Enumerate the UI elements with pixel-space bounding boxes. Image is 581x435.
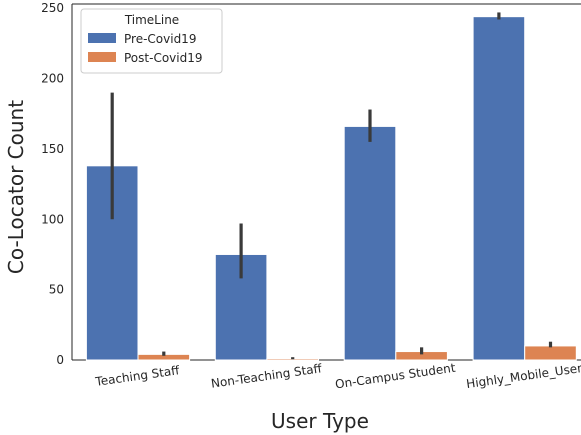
legend-items: Pre-Covid19 Post-Covid19 [88, 32, 202, 65]
x-axis: Teaching Staff Non-Teaching Staff On-Campu… [94, 361, 581, 392]
y-tick-label: 100 [41, 212, 64, 226]
x-axis-title: User Type [271, 409, 369, 433]
y-tick-label: 50 [49, 283, 64, 297]
legend-label: Post-Covid19 [124, 51, 202, 65]
legend-title: TimeLine [124, 13, 179, 27]
x-tick-label: Highly_Mobile_User [465, 361, 581, 391]
y-axis-title: Co-Locator Count [4, 100, 28, 274]
y-tick-label: 200 [41, 72, 64, 86]
x-tick-label: Non-Teaching Staff [210, 361, 323, 391]
x-tick-label: On-Campus Student [334, 361, 456, 392]
legend-swatch [88, 52, 116, 62]
legend-swatch [88, 33, 116, 43]
y-tick-label: 250 [41, 1, 64, 15]
bar-post-covid19-3 [524, 345, 577, 361]
error-bars [110, 12, 553, 360]
bar-pre-covid19-2 [343, 125, 397, 361]
bar-pre-covid19-3 [472, 16, 526, 361]
x-tick-label: Teaching Staff [94, 363, 181, 389]
legend: TimeLine Pre-Covid19 Post-Covid19 [80, 8, 223, 74]
y-axis: 0 50 100 150 200 250 [41, 1, 64, 367]
legend-frame [80, 8, 223, 74]
legend-label: Pre-Covid19 [124, 32, 196, 46]
y-tick-label: 150 [41, 142, 64, 156]
y-tick-label: 0 [56, 353, 64, 367]
